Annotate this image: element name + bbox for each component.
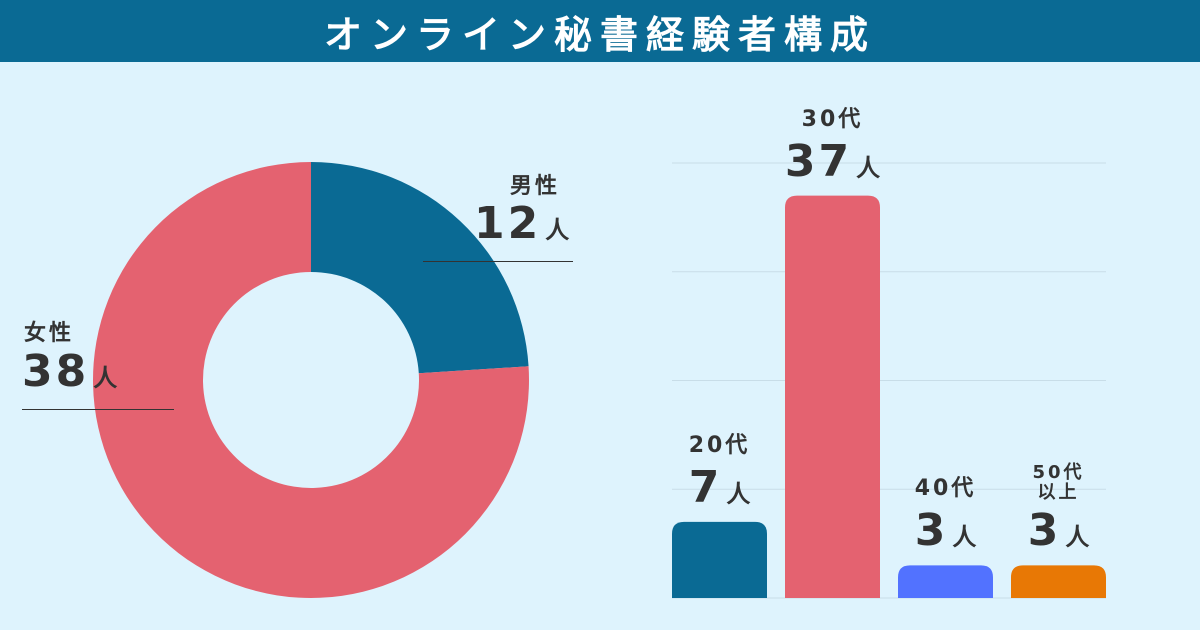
bar-40代: [898, 565, 993, 598]
bar-value-label: 37: [784, 135, 853, 187]
header-bar: オンライン秘書経験者構成: [0, 0, 1200, 62]
bar-label-30代: 30代 37 人: [785, 106, 880, 199]
male-label: 男性: [510, 174, 561, 199]
female-unit: 人: [93, 364, 118, 392]
male-value-block: 12 人: [474, 198, 569, 249]
bar-value-unit: 人: [1065, 523, 1090, 552]
male-label-block: 男性: [510, 168, 560, 200]
bar-value-unit: 人: [952, 523, 977, 552]
bar-category-label: 30代: [801, 106, 864, 132]
male-value: 12: [474, 198, 542, 249]
female-value-block: 38 人: [22, 346, 117, 397]
bar-value-label: 7: [688, 461, 723, 513]
bar-category-label: 20代: [688, 432, 751, 458]
male-label-rule: [423, 261, 573, 262]
bar-category-label: 50代: [1032, 462, 1085, 484]
bar-value-unit: 人: [856, 153, 881, 182]
female-label-rule: [22, 409, 174, 410]
bar-20代: [672, 521, 767, 598]
bar-value-label: 3: [1027, 505, 1062, 557]
female-value: 38: [22, 346, 90, 397]
bar-value-unit: 人: [726, 479, 751, 508]
bar-30代: [785, 195, 880, 598]
female-label-block: 女性: [24, 315, 74, 347]
bar-50代以上: [1011, 565, 1106, 598]
female-label: 女性: [24, 321, 75, 346]
bar-value-label: 3: [914, 505, 949, 557]
bar-label-50代以上: 50代 以上 3 人: [1028, 463, 1090, 568]
donut-slice-female: [92, 162, 530, 598]
male-unit: 人: [545, 216, 570, 244]
donut-slice-male: [311, 162, 529, 374]
bar-category-label: 40代: [914, 476, 977, 502]
bar-label-40代: 40代 3 人: [915, 475, 977, 568]
bar-category-label: 以上: [1037, 482, 1080, 504]
page-title: オンライン秘書経験者構成: [323, 12, 876, 57]
bar-label-20代: 20代 7 人: [689, 432, 751, 525]
